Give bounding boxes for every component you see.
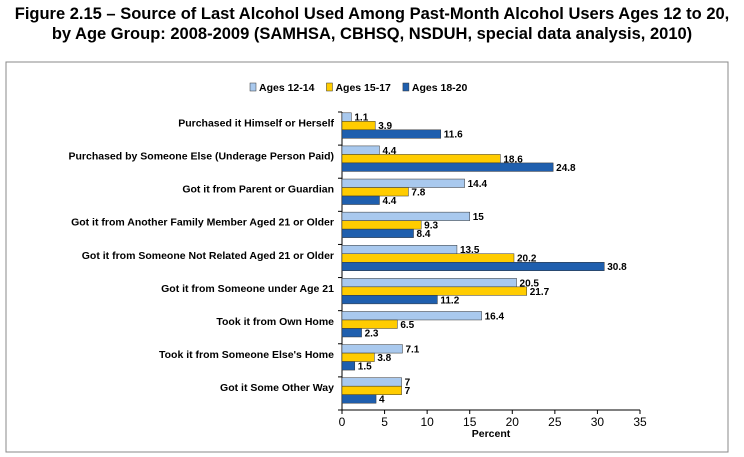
bar [341,352,375,362]
y-tick-label: Got it Some Other Way [220,382,334,394]
data-label: 7 [405,378,411,389]
y-tick-label: Got it from Parent or Guardian [182,184,334,196]
bar [341,394,377,404]
data-label: 7.1 [405,344,419,355]
bar [341,311,482,321]
data-label: 4.4 [382,196,396,207]
bar [341,286,528,296]
data-label: 15 [473,212,485,223]
data-label: 1.1 [354,113,368,124]
y-tick-label: Purchased by Someone Else (Underage Pers… [69,150,335,162]
bar [341,121,376,131]
bar [341,262,605,271]
data-label: 6.5 [400,320,414,331]
x-tick-label: 30 [591,415,605,429]
data-label: 4.4 [382,146,396,157]
y-tick-label: Got it from Someone under Age 21 [161,283,334,295]
data-label: 7.8 [411,187,425,198]
data-label: 1.5 [358,361,372,372]
y-tick-label: Took it from Someone Else's Home [159,349,334,361]
data-label: 18.6 [503,154,523,165]
bar [341,328,362,338]
bar [341,377,402,387]
x-axis-label: Percent [472,428,511,440]
data-label: 4 [379,395,385,406]
data-label: 9.3 [424,221,438,232]
legend-label: Ages 12-14 [259,82,315,94]
bar [341,187,409,197]
bar [341,162,554,172]
x-tick-label: 20 [506,415,520,429]
bar [341,344,403,354]
bar [341,211,470,221]
bar [341,253,515,263]
y-tick-label: Got it from Another Family Member Aged 2… [71,217,334,229]
data-label: 21.7 [530,287,550,298]
data-label: 3.8 [377,353,391,364]
data-label: 3.9 [378,121,392,132]
x-tick-label: 25 [548,415,562,429]
chart-border [5,61,729,453]
bar [341,145,380,155]
x-tick-label: 5 [381,415,388,429]
legend-swatch [326,82,333,92]
bar [341,228,414,238]
bar [341,295,438,305]
bar [341,319,398,329]
y-tick-label: Took it from Own Home [216,316,334,328]
bar [341,278,517,288]
data-label: 24.8 [556,163,576,174]
data-label: 14.4 [468,179,488,190]
data-label: 13.5 [460,245,480,256]
legend-swatch [249,82,257,92]
legend-label: Ages 18-20 [412,82,468,94]
bar [341,361,356,371]
bar [341,195,380,205]
data-label: 8.4 [417,229,431,240]
bar [341,129,442,139]
data-label: 20.5 [520,278,540,289]
bar [341,112,352,122]
chart-title: Figure 2.15 – Source of Last Alcohol Use… [14,5,730,43]
bar [341,154,501,164]
x-tick-label: 35 [633,415,647,429]
x-tick-label: 10 [420,415,434,429]
data-label: 16.4 [485,311,505,322]
data-label: 30.8 [607,262,627,273]
y-tick-label: Purchased it Himself or Herself [178,117,334,129]
data-label: 7 [405,386,411,397]
bar [341,245,458,254]
y-tick-label: Got it from Someone Not Related Aged 21 … [82,250,334,262]
data-label: 2.3 [365,328,379,339]
data-label: 20.2 [517,254,537,265]
legend-label: Ages 15-17 [335,82,391,94]
bar [341,178,465,188]
data-label: 11.6 [444,130,463,141]
bar [341,220,422,230]
data-label: 11.2 [440,295,459,306]
bar [341,385,402,395]
x-tick-label: 0 [339,415,346,429]
legend-swatch [402,82,410,92]
x-tick-label: 15 [463,415,477,429]
